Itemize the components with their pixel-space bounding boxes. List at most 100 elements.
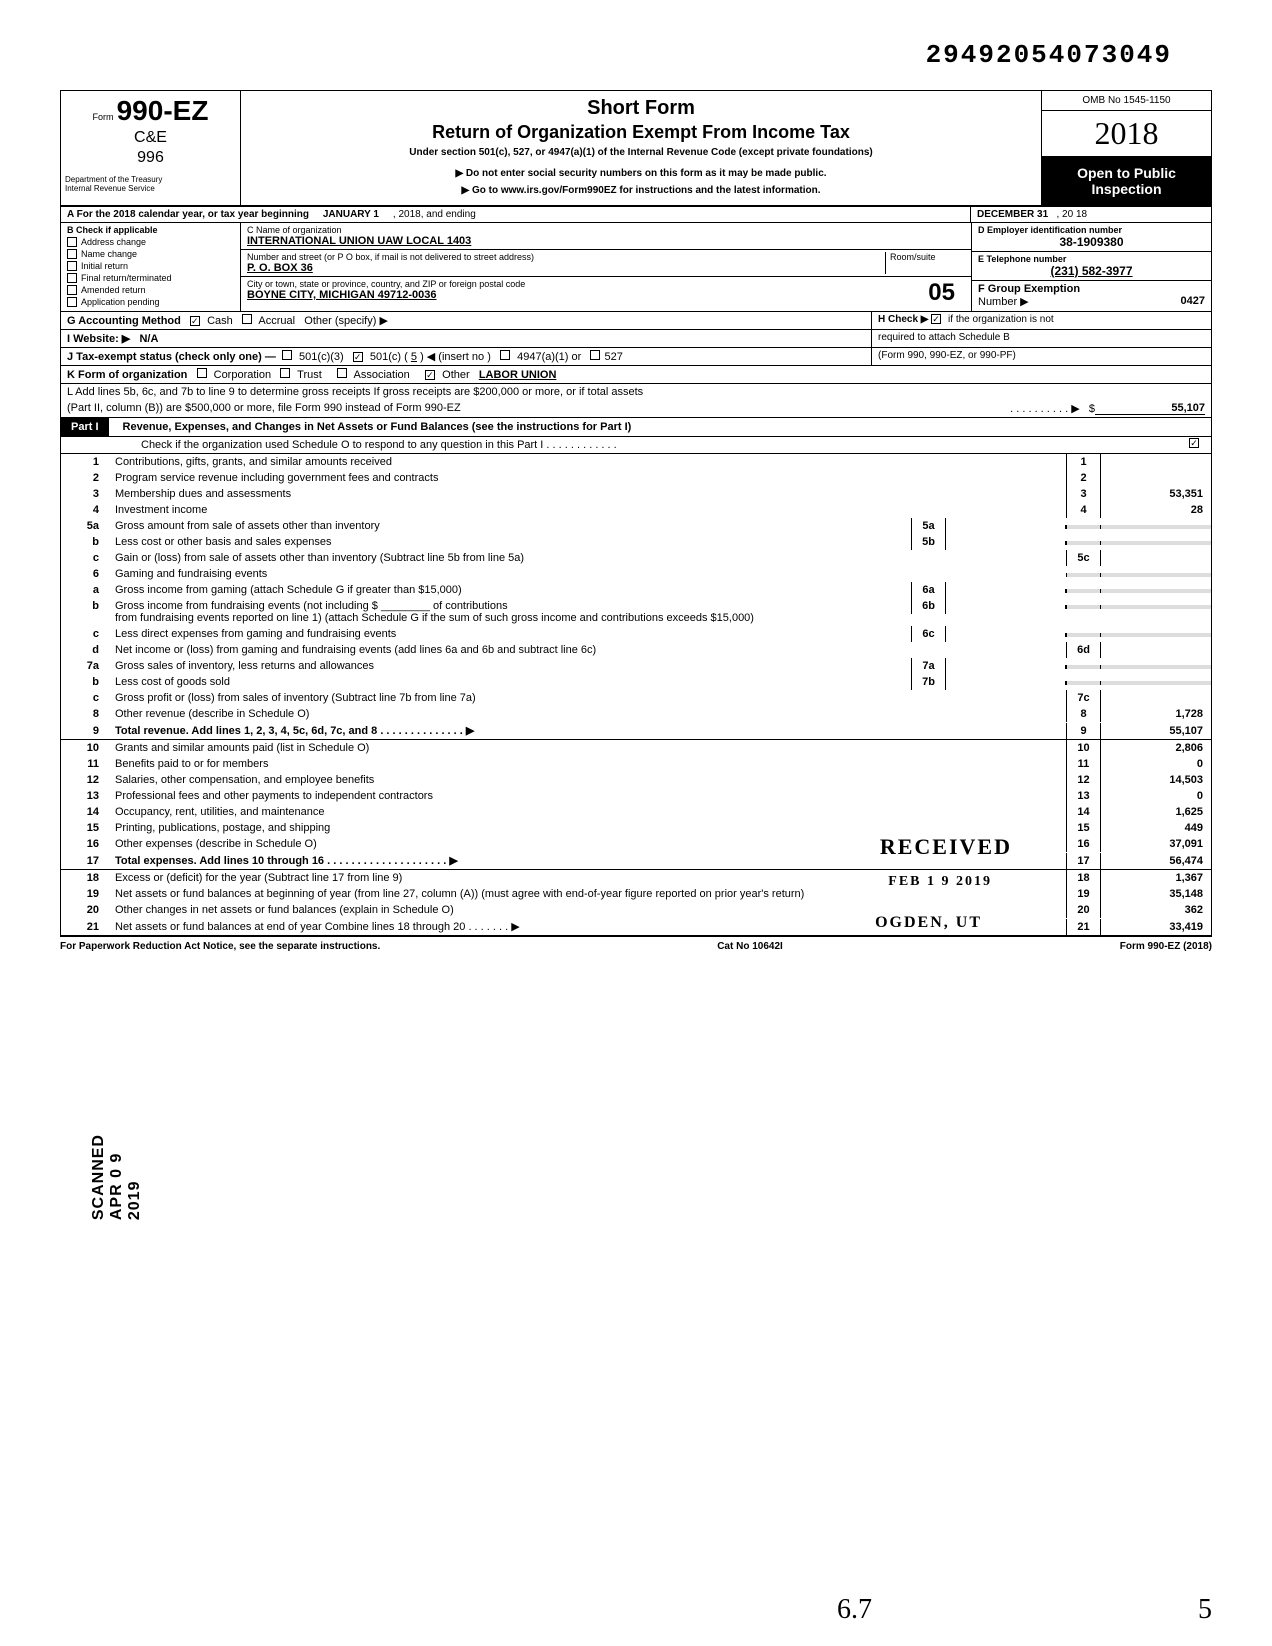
checkbox-501c3[interactable] xyxy=(282,350,292,360)
line-8-text: Other revenue (describe in Schedule O) xyxy=(111,706,1066,722)
checkbox-4947[interactable] xyxy=(500,350,510,360)
checkbox-trust[interactable] xyxy=(280,368,290,378)
checkbox-application-pending[interactable] xyxy=(67,297,77,307)
checkbox-501c[interactable] xyxy=(353,352,363,362)
footer-right: Form 990-EZ (2018) xyxy=(1120,941,1212,952)
line-5a-text: Gross amount from sale of assets other t… xyxy=(111,518,911,534)
checkbox-final-return[interactable] xyxy=(67,273,77,283)
checkbox-amended-return[interactable] xyxy=(67,285,77,295)
line-6d-text: Net income or (loss) from gaming and fun… xyxy=(111,642,1066,658)
line-7b-text: Less cost of goods sold xyxy=(111,674,911,690)
line-10-amt: 2,806 xyxy=(1101,740,1211,756)
org-type: LABOR UNION xyxy=(479,369,557,381)
form-title-block: Short Form Return of Organization Exempt… xyxy=(241,91,1041,205)
line-3-text: Membership dues and assessments xyxy=(111,486,1066,502)
section-e-label: E Telephone number xyxy=(978,254,1205,264)
open-public-badge: Open to PublicInspection xyxy=(1042,157,1211,205)
section-f-label: F Group Exemption xyxy=(978,283,1205,295)
line-17-amt: 56,474 xyxy=(1101,853,1211,869)
line-1-amt xyxy=(1101,461,1211,465)
checkbox-other-org[interactable] xyxy=(425,370,435,380)
checkbox-527[interactable] xyxy=(590,350,600,360)
501c-num: 5 xyxy=(411,351,417,363)
checkbox-schedule-o[interactable] xyxy=(1189,438,1199,448)
checkbox-address-change[interactable] xyxy=(67,237,77,247)
part-i-header: Part I Revenue, Expenses, and Changes in… xyxy=(60,418,1212,437)
received-stamp: RECEIVED xyxy=(880,834,1012,860)
tax-year: 2018 xyxy=(1042,111,1211,157)
ssn-note: ▶ Do not enter social security numbers o… xyxy=(251,168,1031,179)
line-7c-amt xyxy=(1101,697,1211,701)
tax-year-begin: JANUARY 1 xyxy=(323,209,379,220)
addr-label: Number and street (or P O box, if mail i… xyxy=(247,252,885,262)
line-11-amt: 0 xyxy=(1101,756,1211,772)
line-7c-text: Gross profit or (loss) from sales of inv… xyxy=(111,690,1066,706)
line-i: I Website: ▶ N/A required to attach Sche… xyxy=(60,330,1212,348)
part-i-title: Revenue, Expenses, and Changes in Net As… xyxy=(117,418,1211,436)
line-6b-text: Gross income from fundraising events (no… xyxy=(111,598,911,626)
checkbox-name-change[interactable] xyxy=(67,249,77,259)
line-15-amt: 449 xyxy=(1101,820,1211,836)
line-5c-amt xyxy=(1101,557,1211,561)
section-b: B Check if applicable Address change Nam… xyxy=(61,223,241,311)
phone: (231) 582-3977 xyxy=(978,264,1205,278)
line-h-text2: required to attach Schedule B xyxy=(878,332,1010,343)
line-9-text: Total revenue. Add lines 1, 2, 3, 4, 5c,… xyxy=(111,722,1066,739)
ein: 38-1909380 xyxy=(978,235,1205,249)
line-6d-amt xyxy=(1101,649,1211,653)
ce-text: C&E xyxy=(65,129,236,147)
website: N/A xyxy=(139,333,158,345)
line-14-amt: 1,625 xyxy=(1101,804,1211,820)
line-2-amt xyxy=(1101,477,1211,481)
section-c: C Name of organization INTERNATIONAL UNI… xyxy=(241,223,971,311)
line-10-text: Grants and similar amounts paid (list in… xyxy=(111,740,1066,756)
city-label: City or town, state or province, country… xyxy=(247,279,928,289)
page-footer: For Paperwork Reduction Act Notice, see … xyxy=(60,937,1212,956)
part-i-label: Part I xyxy=(61,418,109,436)
part-i-check-text: Check if the organization used Schedule … xyxy=(141,439,543,451)
form-identity: Form 990-EZ C&E 996 Department of the Tr… xyxy=(61,91,241,205)
short-form-label: Short Form xyxy=(251,97,1031,120)
room-label: Room/suite xyxy=(890,252,965,262)
line-5c-text: Gain or (loss) from sale of assets other… xyxy=(111,550,1066,566)
line-a-mid: , 2018, and ending xyxy=(393,209,476,220)
handwritten-2: 5 xyxy=(1198,1594,1212,1626)
section-f-label2: Number ▶ xyxy=(978,296,1029,308)
checkbox-initial-return[interactable] xyxy=(67,261,77,271)
line-l-text2: (Part II, column (B)) are $500,000 or mo… xyxy=(67,402,1010,415)
line-j-label: J Tax-exempt status (check only one) — xyxy=(67,351,276,363)
line-8-amt: 1,728 xyxy=(1101,706,1211,722)
ogden-stamp: OGDEN, UT xyxy=(875,914,982,932)
part-i-check: Check if the organization used Schedule … xyxy=(60,437,1212,454)
line-19-amt: 35,148 xyxy=(1101,886,1211,902)
checkbox-association[interactable] xyxy=(337,368,347,378)
omb-number: OMB No 1545-1150 xyxy=(1042,91,1211,111)
main-table: SCANNED APR 0 9 2019 1Contributions, gif… xyxy=(60,454,1212,937)
line-j: J Tax-exempt status (check only one) — 5… xyxy=(60,348,1212,366)
checkbox-corporation[interactable] xyxy=(197,368,207,378)
org-address: P. O. BOX 36 xyxy=(247,262,885,274)
checkbox-accrual[interactable] xyxy=(242,314,252,324)
tax-year-end: DECEMBER 31 xyxy=(977,209,1048,220)
section-d-label: D Employer identification number xyxy=(978,225,1205,235)
document-number: 29492054073049 xyxy=(60,40,1212,70)
footer-cat: Cat No 10642I xyxy=(717,941,783,952)
line-13-amt: 0 xyxy=(1101,788,1211,804)
line-i-label: I Website: ▶ xyxy=(67,333,130,345)
checkbox-cash[interactable] xyxy=(190,316,200,326)
form-header: Form 990-EZ C&E 996 Department of the Tr… xyxy=(60,90,1212,207)
scanned-stamp: SCANNED APR 0 9 2019 xyxy=(90,1134,144,1220)
group-exemption: 0427 xyxy=(1181,295,1205,307)
line-h-text3: (Form 990, 990-EZ, or 990-PF) xyxy=(878,350,1016,361)
line-g-label: G Accounting Method xyxy=(67,315,181,327)
section-c-label: C Name of organization xyxy=(247,225,965,235)
line-13-text: Professional fees and other payments to … xyxy=(111,788,1066,804)
checkbox-schedule-b[interactable] xyxy=(931,314,941,324)
footer-left: For Paperwork Reduction Act Notice, see … xyxy=(60,941,380,952)
line-11-text: Benefits paid to or for members xyxy=(111,756,1066,772)
line-21-amt: 33,419 xyxy=(1101,919,1211,935)
line-6a-text: Gross income from gaming (attach Schedul… xyxy=(111,582,911,598)
line-1-text: Contributions, gifts, grants, and simila… xyxy=(111,454,1066,470)
line-6-text: Gaming and fundraising events xyxy=(111,566,1066,582)
line-h-label: H Check ▶ xyxy=(878,314,928,325)
